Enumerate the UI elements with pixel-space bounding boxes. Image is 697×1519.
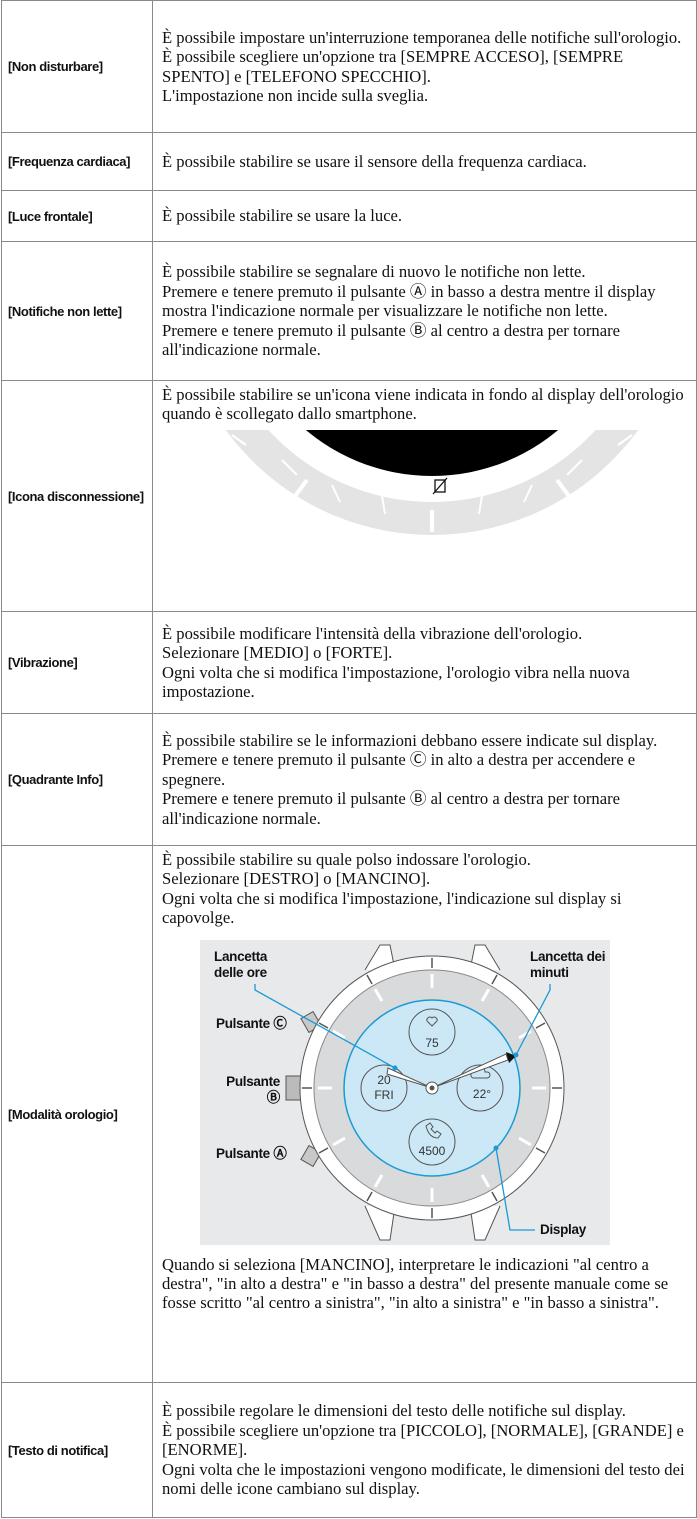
row: [Luce frontale] È possibile stabilire se … (1, 190, 697, 242)
setting-name: [Frequenza cardiaca] (1, 132, 153, 191)
row: [Notifiche non lette] È possibile stabili… (1, 241, 697, 381)
minute-hand-label: Lancetta dei minuti (530, 948, 606, 980)
row: [Vibrazione] È possibile modificare l'int… (1, 611, 697, 714)
paragraph: È possibile scegliere un'opzione tra [PI… (162, 1420, 684, 1460)
paragraph: L'impostazione non incide sulla sveglia. (162, 85, 429, 105)
paragraph: Ogni volta che le impostazioni vengono m… (162, 1459, 685, 1499)
paragraph: Premere e tenere premuto il pulsante Ⓑ a… (162, 789, 620, 828)
paragraph: È possibile modificare l'intensità della… (162, 623, 583, 643)
steps: 4500 (419, 1144, 446, 1158)
temperature: 22° (473, 1087, 491, 1101)
row: [Non disturbare] È possibile impostare un… (1, 0, 697, 133)
paragraph: È possibile regolare le dimensioni del t… (162, 1401, 626, 1421)
disconnect-figure (162, 24, 690, 540)
paragraph: È possibile stabilire se le informazioni… (162, 730, 658, 750)
setting-name: [Modalità orologio] (1, 845, 153, 1383)
day: 20 (377, 1073, 391, 1087)
watch-partial (177, 24, 687, 535)
setting-description: È possibile regolare le dimensioni del t… (152, 1382, 697, 1518)
paragraph: Selezionare [MEDIO] o [FORTE]. (162, 643, 393, 663)
paragraph: È possibile impostare un'interruzione te… (162, 27, 682, 47)
row: [Testo di notifica] È possibile regolare … (1, 1382, 697, 1518)
setting-description: È possibile stabilire se usare il sensor… (152, 132, 697, 191)
setting-name: [Icona disconnessione] (1, 380, 153, 612)
paragraph: Premere e tenere premuto il pulsante Ⓐ i… (162, 281, 656, 321)
paragraph: Premere e tenere premuto il pulsante Ⓑ a… (162, 320, 620, 360)
row: [Icona disconnessione] È possibile stabil… (1, 24, 697, 612)
setting-description: È possibile stabilire se segnalare di nu… (152, 241, 697, 381)
button-c-label: Pulsante Ⓒ (216, 1015, 287, 1031)
setting-description: È possibile impostare un'interruzione te… (152, 0, 697, 133)
row: [Modalità orologio] È possibile stabilire… (1, 845, 697, 1383)
hour-hand-label: Lancetta delle ore (214, 948, 268, 980)
paragraph: Quando si seleziona [MANCINO], interpret… (162, 1254, 669, 1313)
setting-description: È possibile stabilire se le informazioni… (152, 713, 697, 846)
heart-rate: 75 (425, 1036, 439, 1050)
weekday: FRI (374, 1088, 393, 1102)
paragraph: È possibile stabilire se segnalare di nu… (162, 262, 586, 282)
watch-illustration: 75 20 FRI 22° 4500 (254, 944, 565, 1241)
watch-figure: 75 20 FRI 22° 4500 Lancetta delle ore La… (200, 939, 610, 1245)
setting-name: [Luce frontale] (1, 190, 153, 242)
button-b-label: Pulsante Ⓑ (226, 1073, 280, 1105)
row: [Quadrante Info] È possibile stabilire se… (1, 713, 697, 846)
paragraph: È possibile scegliere un'opzione tra [SE… (162, 47, 624, 86)
setting-name: [Notifiche non lette] (1, 241, 153, 381)
setting-name: [Quadrante Info] (1, 713, 153, 846)
paragraph: È possibile stabilire su quale polso ind… (162, 850, 531, 869)
display-label: Display (540, 1221, 586, 1237)
setting-name: [Non disturbare] (1, 0, 153, 133)
row: [Frequenza cardiaca] È possibile stabilir… (1, 132, 697, 191)
setting-description: È possibile stabilire su quale polso ind… (152, 845, 697, 1383)
paragraph: Selezionare [DESTRO] o [MANCINO]. (162, 869, 431, 889)
paragraph: Premere e tenere premuto il pulsante Ⓒ i… (162, 750, 636, 789)
button-a-label: Pulsante Ⓐ (216, 1145, 287, 1161)
paragraph: Ogni volta che si modifica l'impostazion… (162, 888, 622, 928)
setting-name: [Vibrazione] (1, 611, 153, 714)
setting-description: È possibile modificare l'intensità della… (152, 611, 697, 714)
paragraph: È possibile stabilire se usare la luce. (162, 206, 403, 226)
setting-description: È possibile stabilire se usare la luce. (152, 190, 697, 242)
paragraph: È possibile stabilire se usare il sensor… (162, 151, 587, 171)
paragraph: Ogni volta che si modifica l'impostazion… (162, 662, 630, 701)
setting-name: [Testo di notifica] (1, 1382, 153, 1518)
paragraph: È possibile stabilire se un'icona viene … (162, 385, 684, 424)
setting-description: È possibile stabilire se un'icona viene … (152, 24, 697, 612)
